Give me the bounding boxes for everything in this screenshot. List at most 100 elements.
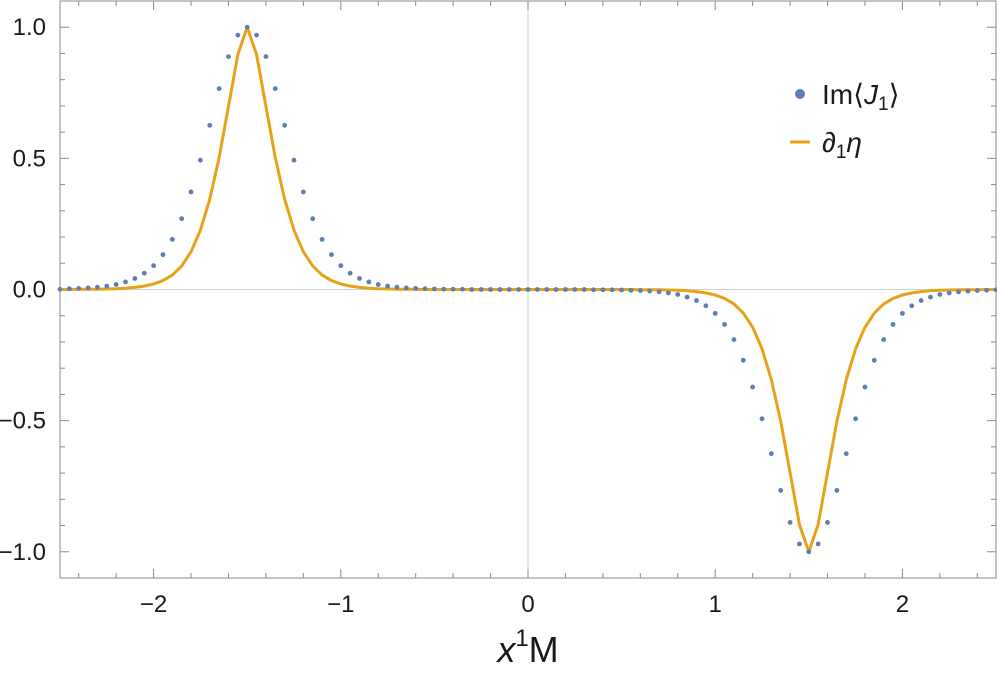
series-point-0 bbox=[385, 283, 390, 289]
y-tick-label: 1.0 bbox=[13, 14, 46, 41]
series-point-0 bbox=[338, 263, 344, 269]
series-point-0 bbox=[254, 32, 259, 38]
series-point-0 bbox=[937, 292, 943, 297]
series-point-0 bbox=[413, 286, 419, 291]
series-point-0 bbox=[366, 279, 372, 285]
series-point-0 bbox=[553, 287, 559, 292]
series-point-0 bbox=[76, 286, 82, 291]
series-point-0 bbox=[198, 157, 203, 163]
series-point-0 bbox=[188, 189, 194, 195]
series-point-0 bbox=[151, 263, 157, 269]
series-point-0 bbox=[319, 237, 325, 242]
series-point-0 bbox=[347, 270, 353, 276]
series-point-0 bbox=[666, 290, 671, 296]
series-point-0 bbox=[132, 276, 138, 281]
series-point-0 bbox=[282, 122, 288, 128]
series-point-0 bbox=[825, 520, 830, 525]
y-tick-label: −0.5 bbox=[0, 408, 46, 435]
series-point-0 bbox=[637, 288, 643, 293]
series-point-0 bbox=[740, 357, 746, 363]
series-point-0 bbox=[488, 287, 493, 292]
series-point-0 bbox=[534, 287, 540, 292]
series-point-0 bbox=[581, 287, 587, 292]
series-point-0 bbox=[563, 287, 568, 292]
series-point-0 bbox=[712, 310, 718, 316]
series-point-0 bbox=[768, 451, 774, 457]
series-point-0 bbox=[375, 282, 381, 287]
series-point-0 bbox=[946, 290, 952, 296]
series-point-0 bbox=[684, 294, 690, 300]
series-point-0 bbox=[544, 287, 550, 292]
y-tick-labels: 1.0 0.5 0.0 −0.5 −1.0 bbox=[0, 14, 46, 566]
series-point-0 bbox=[357, 276, 362, 281]
series-point-0 bbox=[57, 286, 63, 292]
series-point-0 bbox=[675, 292, 681, 297]
x-axis-title-main: x bbox=[495, 629, 517, 670]
series-point-0 bbox=[750, 384, 756, 390]
series-point-0 bbox=[179, 216, 185, 222]
x-tick-label: 2 bbox=[896, 591, 909, 618]
series-point-0 bbox=[984, 287, 990, 293]
series-point-0 bbox=[104, 283, 110, 289]
y-tick-label: −1.0 bbox=[0, 539, 46, 566]
series-point-0 bbox=[478, 287, 484, 292]
axis-ticks bbox=[60, 0, 996, 579]
series-point-0 bbox=[272, 86, 278, 91]
series-point-0 bbox=[123, 279, 128, 285]
series-point-0 bbox=[619, 287, 624, 293]
x-tick-label: −1 bbox=[327, 591, 354, 618]
series-point-0 bbox=[806, 549, 812, 555]
x-tick-labels: −2 −1 0 1 2 bbox=[140, 591, 909, 618]
series-point-0 bbox=[647, 288, 653, 294]
y-tick-label: 0.5 bbox=[13, 145, 46, 172]
series-point-0 bbox=[216, 86, 222, 91]
series-point-0 bbox=[703, 303, 709, 309]
series-point-0 bbox=[235, 32, 241, 38]
series-point-0 bbox=[815, 541, 821, 547]
x-axis-title: x1M bbox=[495, 625, 558, 670]
series-point-0 bbox=[95, 284, 100, 290]
series-point-0 bbox=[422, 286, 428, 292]
series-point-0 bbox=[263, 54, 269, 59]
series-point-0 bbox=[853, 416, 858, 422]
series-point-0 bbox=[591, 287, 596, 293]
series-point-0 bbox=[787, 520, 793, 525]
series-point-0 bbox=[310, 216, 316, 222]
series-point-0 bbox=[759, 416, 765, 422]
series-point-0 bbox=[890, 321, 896, 327]
x-tick-label: 0 bbox=[521, 591, 534, 618]
series-point-0 bbox=[974, 288, 980, 293]
series-point-0 bbox=[881, 337, 887, 342]
legend-label-im-j1: Im⟨J1⟩ bbox=[822, 79, 900, 115]
x-tick-label: −2 bbox=[140, 591, 167, 618]
series-point-0 bbox=[628, 287, 634, 293]
series-point-0 bbox=[113, 282, 119, 287]
series-point-0 bbox=[731, 337, 737, 342]
series-point-0 bbox=[432, 286, 437, 292]
series-point-0 bbox=[656, 289, 662, 295]
series-point-0 bbox=[516, 287, 522, 292]
series-point-0 bbox=[85, 285, 91, 291]
series-point-0 bbox=[843, 451, 849, 457]
series-point-0 bbox=[694, 298, 699, 303]
series-point-0 bbox=[918, 298, 924, 303]
series-point-0 bbox=[207, 122, 213, 128]
series-point-0 bbox=[506, 287, 512, 292]
series-point-0 bbox=[160, 252, 166, 258]
legend: Im⟨J1⟩ ∂1η bbox=[790, 79, 900, 163]
series-point-0 bbox=[834, 488, 840, 493]
series-point-0 bbox=[909, 303, 915, 309]
series-point-0 bbox=[441, 286, 447, 292]
legend-label-d1-eta: ∂1η bbox=[822, 127, 862, 163]
series-point-0 bbox=[469, 287, 475, 292]
series-point-0 bbox=[141, 270, 147, 276]
series-point-0 bbox=[169, 237, 175, 242]
series-point-0 bbox=[722, 321, 727, 327]
series-point-0 bbox=[928, 294, 933, 300]
series-point-0 bbox=[226, 54, 231, 59]
series-point-0 bbox=[525, 287, 531, 292]
series-point-0 bbox=[993, 287, 997, 293]
series-point-0 bbox=[497, 287, 503, 292]
series-point-0 bbox=[403, 285, 409, 291]
